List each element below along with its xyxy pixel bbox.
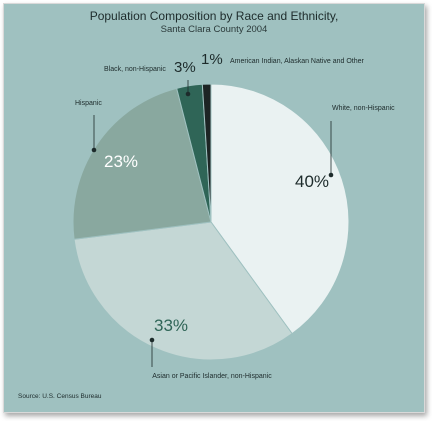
chart-subtitle: Santa Clara County 2004: [160, 24, 268, 35]
slice-label: White, non-Hispanic: [332, 105, 395, 112]
slice-value-label: 23%: [104, 152, 138, 171]
pie-slice: [72, 87, 212, 240]
slice-value-label: 1%: [201, 51, 223, 68]
slice-value-label: 33%: [154, 316, 188, 335]
slice-label: Hispanic: [75, 100, 102, 107]
leader-dot: [328, 172, 334, 178]
slice-label: Asian or Pacific Islander, non-Hispanic: [152, 373, 272, 380]
slice-label: Black, non-Hispanic: [104, 66, 166, 73]
pie-slice: [210, 83, 350, 335]
chart-title: Population Composition by Race and Ethni…: [89, 9, 339, 23]
slice-value-label: 3%: [174, 59, 196, 76]
pie-slice: [201, 83, 212, 223]
leader-dot: [149, 337, 155, 343]
pie-slice: [73, 221, 293, 361]
leader-dot: [91, 147, 97, 153]
chart-source: Source: U.S. Census Bureau: [18, 393, 102, 400]
slice-label: American Indian, Alaskan Native and Othe…: [230, 58, 365, 65]
slice-value-label: 40%: [295, 172, 329, 191]
leader-dot: [185, 91, 191, 97]
